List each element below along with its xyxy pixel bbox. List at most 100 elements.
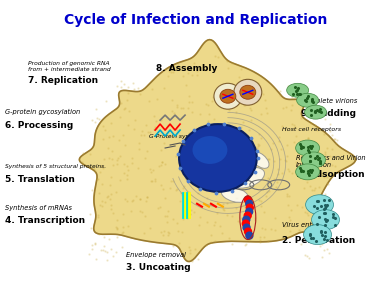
Point [202, 67, 208, 72]
Ellipse shape [297, 93, 319, 107]
Point [241, 146, 247, 150]
Point [124, 85, 131, 90]
Point [247, 136, 254, 140]
Point [175, 152, 181, 157]
Point [303, 162, 309, 167]
Point [170, 70, 176, 74]
Point [114, 162, 120, 166]
Point [317, 160, 323, 165]
Text: 9. Budding: 9. Budding [301, 109, 356, 118]
Point [118, 100, 124, 105]
Point [250, 163, 256, 168]
Point [316, 184, 322, 189]
Point [179, 230, 185, 235]
Point [139, 129, 145, 133]
Point [113, 249, 119, 254]
Point [229, 188, 235, 193]
Circle shape [246, 200, 253, 207]
Point [271, 158, 277, 163]
Point [92, 241, 98, 246]
Ellipse shape [240, 85, 256, 99]
Point [219, 86, 225, 90]
Point [321, 117, 328, 122]
Point [129, 156, 136, 160]
Point [296, 91, 302, 96]
Point [158, 230, 164, 234]
Point [238, 149, 244, 154]
Point [253, 173, 259, 177]
Point [309, 144, 315, 149]
Circle shape [246, 208, 253, 215]
Point [170, 244, 176, 249]
Point [231, 199, 237, 203]
Point [298, 156, 304, 161]
Point [309, 99, 316, 104]
Point [187, 248, 193, 252]
Point [184, 71, 191, 76]
Point [156, 163, 162, 168]
Point [321, 248, 327, 253]
Point [255, 80, 261, 85]
Point [137, 209, 143, 213]
Point [118, 85, 124, 89]
Point [225, 65, 231, 70]
Point [224, 152, 230, 157]
Point [318, 109, 324, 114]
Point [247, 98, 253, 102]
Point [186, 100, 192, 104]
Point [109, 149, 115, 153]
Point [136, 197, 143, 201]
Point [270, 140, 276, 145]
Point [302, 252, 308, 257]
Point [258, 204, 264, 209]
Point [181, 171, 187, 176]
Circle shape [245, 228, 252, 235]
Point [196, 223, 202, 227]
Point [174, 103, 180, 107]
Point [326, 198, 332, 203]
Point [316, 155, 322, 160]
Point [319, 241, 325, 246]
Point [318, 171, 324, 175]
Point [108, 203, 114, 207]
Point [332, 223, 338, 227]
Point [121, 107, 127, 112]
Point [101, 234, 107, 239]
Point [149, 86, 155, 91]
Point [124, 199, 131, 204]
Point [312, 110, 318, 114]
Point [327, 121, 333, 126]
Point [113, 190, 120, 194]
Point [267, 180, 273, 185]
Point [306, 173, 312, 178]
Point [205, 118, 211, 123]
Point [165, 230, 171, 234]
Point [180, 186, 186, 190]
Point [223, 58, 230, 63]
Point [289, 170, 295, 175]
Point [189, 100, 195, 105]
Point [162, 214, 168, 219]
Point [160, 186, 166, 191]
Point [307, 184, 313, 189]
Point [257, 237, 263, 242]
Point [257, 94, 263, 98]
Point [323, 203, 330, 207]
Point [323, 174, 330, 179]
Point [171, 64, 177, 69]
Point [121, 81, 127, 86]
Point [312, 155, 318, 160]
Point [183, 83, 189, 88]
Point [277, 93, 283, 97]
Point [118, 79, 124, 83]
Point [100, 248, 106, 253]
Ellipse shape [179, 124, 257, 192]
Point [312, 186, 318, 191]
Point [296, 227, 302, 232]
Point [282, 157, 288, 162]
Point [332, 163, 339, 168]
Point [169, 217, 176, 221]
Point [234, 168, 241, 173]
Point [192, 246, 198, 251]
Point [179, 192, 185, 197]
